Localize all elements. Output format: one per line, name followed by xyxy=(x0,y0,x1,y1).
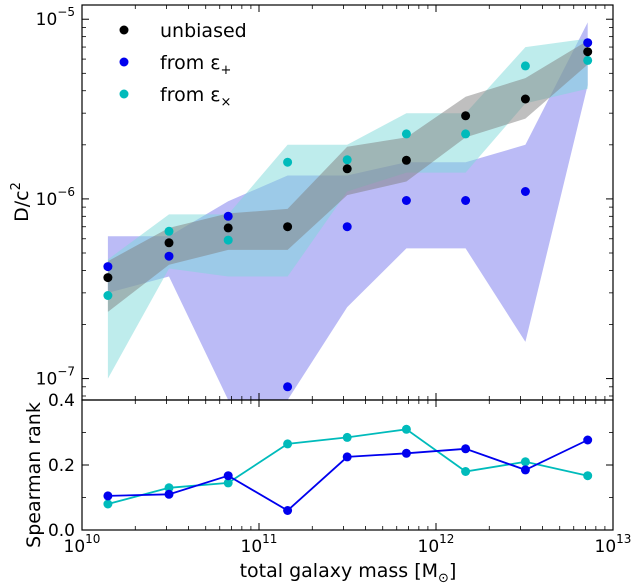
x-axis-label: total galaxy mass [M⊙] xyxy=(240,560,457,585)
legend-label-eps-cross: from ε× xyxy=(160,84,231,110)
spearman-point-eps-cross xyxy=(583,471,593,481)
point-eps-cross xyxy=(223,235,233,245)
point-eps-cross xyxy=(461,129,471,139)
point-unbiased xyxy=(461,111,471,121)
spearman-point-eps-plus xyxy=(583,435,593,445)
point-unbiased xyxy=(520,94,530,104)
bottom-panel: 0.0 0.2 0.4 1010 1011 1012 1013 Spearman rank… xyxy=(23,391,631,585)
top-x-ticks xyxy=(81,5,614,400)
y-tick-label: 10−5 xyxy=(36,5,75,30)
point-eps-cross xyxy=(283,157,293,167)
point-unbiased xyxy=(103,273,113,283)
legend-marker-unbiased xyxy=(119,25,129,35)
spearman-point-eps-plus xyxy=(520,465,530,475)
legend-marker-eps-cross xyxy=(119,89,129,99)
x-tick-label: 1011 xyxy=(241,532,278,557)
spearman-point-eps-plus xyxy=(401,448,411,458)
legend-label-unbiased: unbiased xyxy=(160,20,247,42)
point-eps-cross xyxy=(342,155,352,165)
point-eps-plus xyxy=(164,251,174,261)
spearman-point-eps-plus xyxy=(461,444,471,454)
point-eps-plus xyxy=(283,382,293,392)
spearman-point-eps-cross xyxy=(342,432,352,442)
spearman-point-eps-plus xyxy=(283,506,293,515)
top-panel: 10−7 10−6 10−5 D/c2 unbiased from ε+ from … xyxy=(9,4,614,401)
spearman-lines xyxy=(103,424,593,515)
y-tick-label: 10−6 xyxy=(36,185,75,210)
spearman-point-eps-cross xyxy=(223,478,233,488)
data-points xyxy=(103,38,593,392)
legend-marker-eps-plus xyxy=(119,57,129,67)
spearman-point-eps-plus xyxy=(223,471,233,481)
band-eps-plus xyxy=(107,22,588,400)
point-unbiased xyxy=(401,155,411,165)
x-tick-label: 1013 xyxy=(595,532,632,557)
y-tick-label: 0.2 xyxy=(48,456,75,476)
y-tick-label: 10−7 xyxy=(36,365,75,390)
point-eps-cross xyxy=(103,291,113,300)
spearman-point-eps-cross xyxy=(520,457,530,467)
top-y-ticks: 10−7 10−6 10−5 xyxy=(36,5,613,397)
bottom-y-ticks: 0.0 0.2 0.4 xyxy=(48,391,613,541)
top-y-axis-label: D/c2 xyxy=(9,182,33,222)
spearman-point-eps-cross xyxy=(103,499,113,509)
point-eps-cross xyxy=(583,55,593,65)
spearman-point-eps-cross xyxy=(461,467,471,476)
x-tick-label: 1012 xyxy=(418,532,455,557)
bottom-y-axis-label: Spearman rank xyxy=(23,402,45,548)
x-tick-label: 1010 xyxy=(64,532,101,557)
legend-label-eps-plus: from ε+ xyxy=(160,52,231,78)
point-eps-plus xyxy=(520,187,530,196)
point-eps-plus xyxy=(223,211,233,221)
bottom-x-ticks: 1010 1011 1012 1013 xyxy=(64,400,632,557)
point-eps-cross xyxy=(401,129,411,139)
point-eps-plus xyxy=(103,262,113,272)
spearman-point-eps-plus xyxy=(103,491,113,501)
spearman-point-eps-plus xyxy=(164,489,174,499)
point-unbiased xyxy=(223,223,233,233)
y-tick-label: 0.4 xyxy=(48,391,75,411)
y-tick-label: 0.0 xyxy=(48,521,75,541)
point-eps-cross xyxy=(520,61,530,71)
spearman-line-eps-plus xyxy=(107,439,589,512)
point-eps-cross xyxy=(164,226,174,236)
legend: unbiased from ε+ from ε× xyxy=(119,20,247,110)
point-eps-plus xyxy=(342,222,352,232)
point-eps-plus xyxy=(583,38,593,48)
point-unbiased xyxy=(342,164,352,174)
point-unbiased xyxy=(583,47,593,57)
uncertainty-bands xyxy=(107,22,588,400)
point-unbiased xyxy=(283,222,293,232)
point-unbiased xyxy=(164,238,174,248)
point-eps-plus xyxy=(401,196,411,205)
spearman-point-eps-plus xyxy=(342,452,352,462)
spearman-point-eps-cross xyxy=(283,439,293,449)
point-eps-plus xyxy=(461,196,471,205)
spearman-point-eps-cross xyxy=(164,483,174,493)
bottom-plot-frame xyxy=(81,399,614,531)
spearman-point-eps-cross xyxy=(401,424,411,434)
